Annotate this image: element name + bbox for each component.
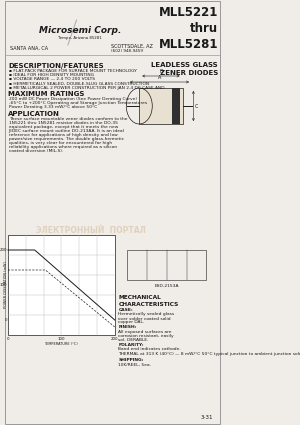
Text: CASE:: CASE: (118, 308, 133, 312)
Text: corrosion resistant, easily: corrosion resistant, easily (118, 334, 174, 338)
Text: APPLICATION: APPLICATION (8, 110, 60, 116)
Text: 1N5221 thru 1N5281 resistor diodes in the DO-35: 1N5221 thru 1N5281 resistor diodes in th… (9, 121, 118, 125)
Text: These surface mountable zener diodes conform to the: These surface mountable zener diodes con… (9, 116, 127, 121)
Text: LEADLESS GLASS
ZENER DIODES: LEADLESS GLASS ZENER DIODES (151, 62, 218, 76)
Text: B: B (159, 69, 163, 74)
Text: POWER DISSIPATION (mW): POWER DISSIPATION (mW) (4, 261, 8, 309)
Text: copper DAL.: copper DAL. (118, 320, 145, 325)
Text: MAXIMUM RATINGS: MAXIMUM RATINGS (8, 91, 84, 97)
Text: sol- DERABLE.: sol- DERABLE. (118, 338, 149, 342)
Text: Microsemi Corp.: Microsemi Corp. (39, 26, 121, 34)
Text: 0: 0 (5, 318, 7, 322)
Text: Tempe, Arizona 85281: Tempe, Arizona 85281 (58, 36, 102, 40)
Text: FINISH:: FINISH: (118, 326, 137, 329)
Text: 3-31: 3-31 (201, 415, 214, 420)
Text: qualities, is very clear for encountered for high: qualities, is very clear for encountered… (9, 141, 112, 145)
Text: MLL5221
thru
MLL5281: MLL5221 thru MLL5281 (158, 6, 218, 51)
Text: ЭЛЕКТРОННЫЙ  ПОРТАЛ: ЭЛЕКТРОННЫЙ ПОРТАЛ (36, 226, 146, 235)
Text: 0: 0 (7, 337, 9, 341)
Text: 200: 200 (111, 337, 118, 341)
Text: over solder coated solid: over solder coated solid (118, 317, 171, 320)
Bar (127, 250, 206, 280)
Text: equivalent package, except that it meets the new: equivalent package, except that it meets… (9, 125, 118, 129)
Text: 200: 200 (0, 248, 7, 252)
Text: POLARITY:: POLARITY: (118, 343, 144, 347)
Text: Power Derating 3.33 mW/°C above 50°C: Power Derating 3.33 mW/°C above 50°C (9, 105, 97, 109)
Text: 100: 100 (58, 337, 65, 341)
Text: C: C (195, 104, 198, 108)
Text: JEDEC surface mount outline DO-213AA. It is an ideal: JEDEC surface mount outline DO-213AA. It… (9, 129, 124, 133)
Text: ▪ VOLTAGE RANGE — 2.4 TO 200 VOLTS: ▪ VOLTAGE RANGE — 2.4 TO 200 VOLTS (9, 77, 95, 82)
Text: SCOTTSDALE, AZ: SCOTTSDALE, AZ (111, 44, 153, 49)
Text: ▪ METALLURGICAL 2 POWER CONSTRUCTION PER JAN 2.4 DC CASE AND: ▪ METALLURGICAL 2 POWER CONSTRUCTION PER… (9, 86, 164, 90)
Text: A: A (158, 75, 161, 80)
Text: Hermetically sealed glass: Hermetically sealed glass (118, 312, 175, 317)
Text: ESD-2153A: ESD-2153A (154, 284, 179, 288)
Text: TEMPERATURE (°C): TEMPERATURE (°C) (44, 342, 78, 346)
Text: 100: 100 (0, 283, 7, 287)
Text: -65°C to +200°C Operating and Storage Junction Temperatures: -65°C to +200°C Operating and Storage Ju… (9, 101, 147, 105)
Bar (8, 235, 115, 335)
Text: SANTA ANA, CA: SANTA ANA, CA (10, 45, 48, 51)
Text: coated diversion (MIL-S).: coated diversion (MIL-S). (9, 149, 63, 153)
Text: ▪ FLAT-PACK PACKAGE FOR SURFACE MOUNT TECHNOLOGY: ▪ FLAT-PACK PACKAGE FOR SURFACE MOUNT TE… (9, 69, 136, 73)
Text: MECHANICAL
CHARACTERISTICS: MECHANICAL CHARACTERISTICS (118, 295, 178, 306)
Text: SHIPPING:: SHIPPING: (118, 358, 144, 362)
Text: DESCRIPTION/FEATURES: DESCRIPTION/FEATURES (8, 63, 103, 69)
Text: (602) 948-9459: (602) 948-9459 (111, 49, 143, 53)
Text: 10K/REEL, 5ea.: 10K/REEL, 5ea. (118, 363, 152, 366)
Text: THERMAL at 313 K (40°C) — 8 mW/°C 50°C typical junction to ambient junction sold: THERMAL at 313 K (40°C) — 8 mW/°C 50°C t… (118, 352, 300, 357)
Text: reliability applications where required as a silicon: reliability applications where required … (9, 144, 117, 149)
Text: All exposed surfaces are: All exposed surfaces are (118, 330, 172, 334)
Bar (139, 88, 183, 124)
Text: ▪ HERMETICALLY SEALED, DOUBLE-SLUG GLASS CONSTRUCTION: ▪ HERMETICALLY SEALED, DOUBLE-SLUG GLASS… (9, 82, 149, 85)
Text: reference for applications of high density and low: reference for applications of high densi… (9, 133, 118, 136)
Text: 200 mW DC Power Dissipation (See Power Derating Curve): 200 mW DC Power Dissipation (See Power D… (9, 97, 137, 101)
Text: Band end indicates cathode.: Band end indicates cathode. (118, 348, 181, 351)
Text: power/size requirements. The double glass-hermetic: power/size requirements. The double glas… (9, 136, 124, 141)
Bar (172, 88, 180, 124)
Text: ▪ IDEAL FOR HIGH DENSITY MOUNTING: ▪ IDEAL FOR HIGH DENSITY MOUNTING (9, 73, 94, 77)
